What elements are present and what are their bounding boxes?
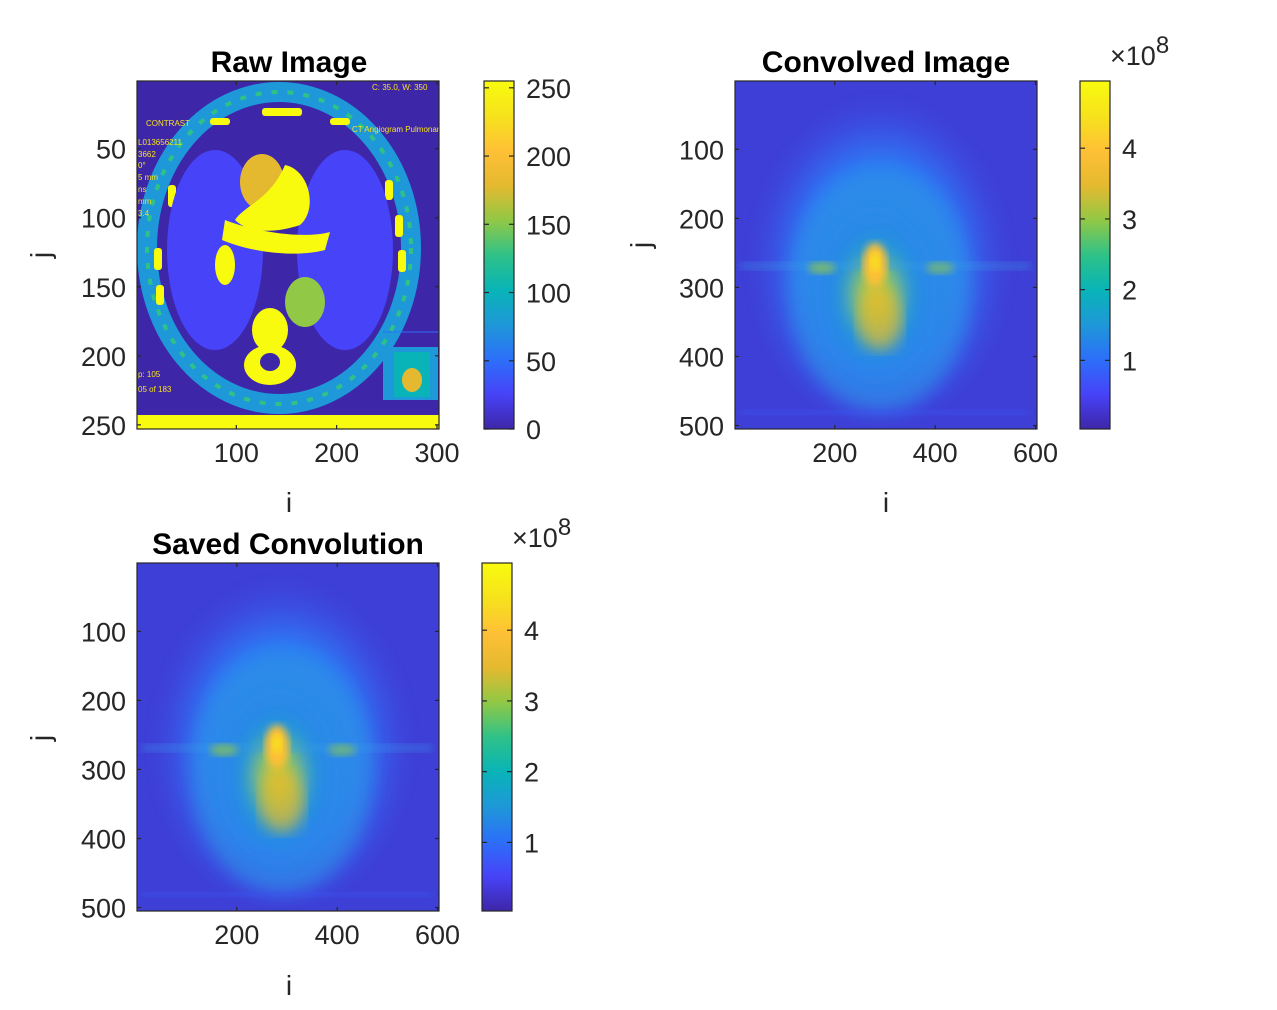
colorbar-box: [483, 80, 515, 430]
ytick-label: 500: [679, 412, 724, 442]
overlay-text-6: ns: [138, 185, 146, 194]
colorbar-exponent: ×108: [1110, 32, 1169, 71]
ytick-label: 200: [81, 342, 126, 372]
ytick-label: 300: [81, 755, 126, 785]
ytick-label: 100: [81, 204, 126, 234]
overlay-text-0: C: 35.0, W: 350: [372, 83, 428, 92]
overlay-text-2: L013656211: [138, 138, 182, 147]
overlay-text-1: CONTRAST: [146, 119, 190, 128]
colorbar-tick-label: 200: [526, 142, 571, 172]
colorbar-tick-label: 50: [526, 347, 556, 377]
ytick-label: 100: [679, 135, 724, 165]
colorbar-tick-label: 3: [1122, 205, 1137, 235]
saved-convolution-heatmap: [137, 563, 439, 911]
ytick-label: 50: [96, 135, 126, 165]
colorbar-tick-label: 2: [1122, 276, 1137, 306]
colorbar-box: [481, 562, 513, 912]
colorbar-tick-label: 3: [524, 687, 539, 717]
ytick-label: 150: [81, 273, 126, 303]
xtick-label: 400: [315, 920, 360, 950]
ytick-label: 200: [679, 204, 724, 234]
saved-convolution-axes-box: [136, 562, 440, 912]
colorbar-tick-label: 4: [524, 616, 539, 646]
colorbar-exponent: ×108: [512, 514, 571, 553]
raw-image-title: Raw Image: [211, 46, 368, 79]
convolved-image-panel: Convolved Image 200 400 600 100 200 300 400 500…: [625, 32, 1169, 518]
overlay-text-10: p: 105: [138, 370, 161, 379]
overlay-text-5: 5 mm: [138, 173, 158, 182]
xtick-label: 200: [314, 438, 359, 468]
overlay-text-9: CT Angiogram Pulmonar: [352, 125, 440, 134]
ytick-label: 500: [81, 894, 126, 924]
colorbar-tick-label: 250: [526, 74, 571, 104]
colorbar-tick-label: 150: [526, 210, 571, 240]
saved-convolution-xlabel: i: [286, 970, 292, 1001]
overlay-text-4: 0°: [138, 161, 146, 170]
raw-image-axes-box: [136, 80, 440, 430]
colorbar-tick-label: 1: [1122, 346, 1137, 376]
xtick-label: 400: [913, 438, 958, 468]
convolved-image-title: Convolved Image: [762, 46, 1010, 79]
xtick-label: 200: [214, 920, 259, 950]
colorbar-tick-label: 4: [1122, 134, 1137, 164]
overlay-text-3: 3662: [138, 150, 156, 159]
colorbar-tick-label: 2: [524, 758, 539, 788]
raw-image-panel: Raw Image: [25, 46, 571, 518]
convolved-image-heatmap: [735, 81, 1037, 429]
convolved-image-ylabel: j: [625, 242, 656, 249]
xtick-label: 300: [414, 438, 459, 468]
overlay-text-8: 3.4: [138, 209, 150, 218]
saved-convolution-title: Saved Convolution: [152, 528, 424, 561]
colorbar-2: [482, 563, 512, 911]
overlay-text-11: 05 of 183: [138, 385, 172, 394]
xtick-label: 200: [812, 438, 857, 468]
overlay-text-7: mm: [138, 197, 152, 206]
ytick-label: 100: [81, 617, 126, 647]
ytick-label: 200: [81, 686, 126, 716]
colorbar-tick-label: 1: [524, 828, 539, 858]
ytick-label: 300: [679, 273, 724, 303]
xtick-label: 100: [214, 438, 259, 468]
xtick-label: 600: [1013, 438, 1058, 468]
convolved-image-axes-box: [734, 80, 1038, 430]
convolved-image-xlabel: i: [883, 487, 889, 518]
ytick-label: 400: [679, 343, 724, 373]
colorbar-tick-label: 0: [526, 415, 541, 445]
ytick-label: 250: [81, 411, 126, 441]
raw-image-xlabel: i: [286, 487, 292, 518]
raw-image-ylabel: j: [25, 252, 56, 259]
colorbar-tick-label: 100: [526, 279, 571, 309]
colorbar-0: [484, 81, 514, 429]
saved-convolution-ylabel: j: [25, 735, 56, 742]
xtick-label: 600: [415, 920, 460, 950]
ytick-label: 400: [81, 825, 126, 855]
colorbar-box: [1079, 80, 1111, 430]
saved-convolution-panel: Saved Convolution 200 400 600 100 200 300 400 5…: [25, 514, 571, 1001]
raw-image-heatmap: C: 35.0, W: 350 CONTRAST L013656211 3662…: [137, 81, 440, 429]
colorbar-1: [1080, 81, 1110, 429]
